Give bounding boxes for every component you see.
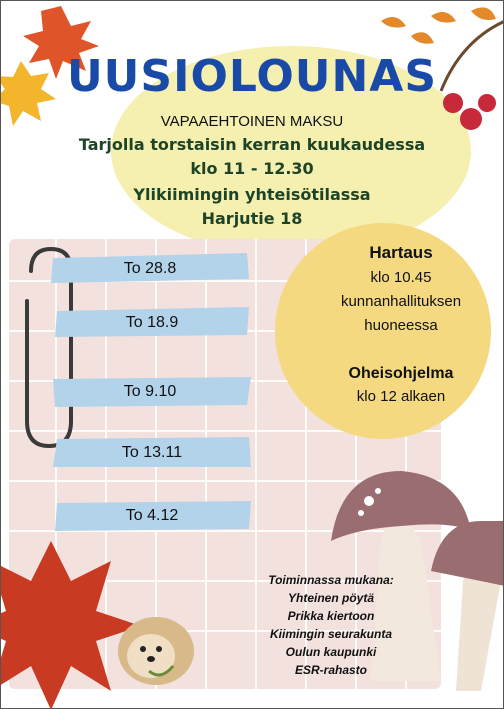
hartaus-heading: Hartaus <box>369 243 433 262</box>
yellow-circle-large <box>111 46 471 256</box>
detail-schedule: Tarjolla torstaisin kerran kuukaudessa <box>78 135 426 154</box>
hartaus-place-line2: huoneessa <box>364 317 438 334</box>
credit-item: Oulun kaupunki <box>285 645 377 659</box>
detail-address: Harjutie 18 <box>201 209 303 228</box>
maple-leaf-yellow-icon <box>1 61 56 126</box>
maple-leaf-bottom-icon <box>1 541 141 708</box>
oheisohjelma-time: klo 12 alkaen <box>356 388 446 405</box>
credits-heading: Toiminnassa mukana: <box>268 573 394 587</box>
yellow-circle-right <box>275 223 491 439</box>
hedgehog-icon <box>118 617 194 685</box>
berry-branch-icon <box>381 7 503 130</box>
maple-leaf-top-icon <box>23 6 99 79</box>
date-item: To 4.12 <box>125 507 179 524</box>
date-item: To 9.10 <box>123 383 177 400</box>
date-tapes <box>51 253 251 531</box>
hartaus-place-line1: kunnanhallituksen <box>340 293 462 310</box>
credit-item: Prikka kiertoon <box>287 609 375 623</box>
credit-item: Yhteinen pöytä <box>287 591 374 605</box>
paperclip-icon <box>25 246 73 449</box>
date-item: To 18.9 <box>125 314 179 331</box>
credits-list: Toiminnassa mukana: Yhteinen pöytä Prikk… <box>201 571 461 679</box>
credit-item: ESR-rahasto <box>294 663 368 677</box>
credit-item: Kiimingin seurakunta <box>269 627 393 641</box>
hartaus-time: klo 10.45 <box>370 269 432 286</box>
poster-title: UUSIOLOUNAS <box>66 51 438 102</box>
date-item: To 28.8 <box>123 260 177 277</box>
detail-venue: Ylikiimingin yhteisötilassa <box>133 185 371 204</box>
oheisohjelma-heading: Oheisohjelma <box>348 365 454 382</box>
detail-time: klo 11 - 12.30 <box>190 159 314 178</box>
poster-subtitle: VAPAAEHTOINEN MAKSU <box>160 113 344 130</box>
date-item: To 13.11 <box>121 444 183 461</box>
mushroom-icon <box>331 471 503 691</box>
